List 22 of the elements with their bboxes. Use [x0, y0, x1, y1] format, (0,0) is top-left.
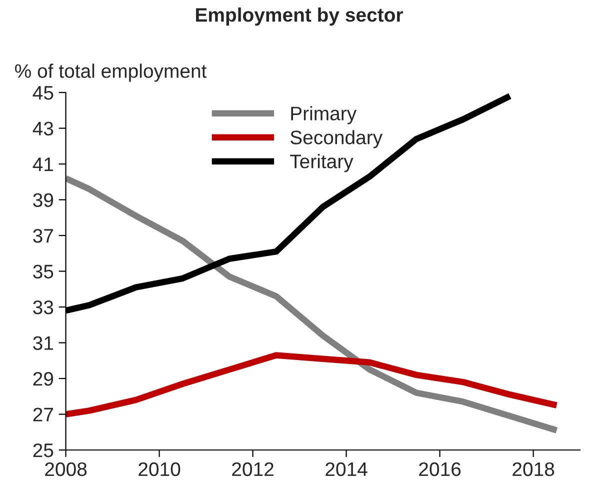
y-axis-title: % of total employment	[15, 64, 207, 82]
y-tick-label: 29	[33, 372, 54, 386]
legend-label: Teritary	[290, 154, 354, 172]
y-tick-label: 43	[32, 122, 54, 136]
y-tick-label: 39	[33, 193, 54, 207]
x-tick-label: 2008	[45, 462, 87, 476]
y-tick-label: 35	[33, 264, 54, 278]
y-tick-label: 45	[32, 86, 54, 100]
chart-title: Employment by sector	[196, 8, 403, 26]
x-tick-label: 2010	[138, 462, 180, 476]
y-tick-label: 33	[33, 300, 54, 314]
x-tick-label: 2016	[419, 462, 461, 476]
y-tick-label: 37	[33, 228, 53, 243]
legend-label: Primary	[291, 106, 357, 124]
y-tick-label: 31	[33, 336, 54, 350]
y-tick-label: 25	[33, 443, 54, 458]
y-tick-label: 41	[32, 158, 54, 172]
x-tick-label: 2018	[512, 462, 554, 476]
x-tick-label: 2014	[326, 462, 368, 476]
x-tick-label: 2012	[232, 462, 274, 476]
legend-label: Secondary	[290, 130, 383, 148]
y-tick-label: 27	[33, 408, 53, 422]
